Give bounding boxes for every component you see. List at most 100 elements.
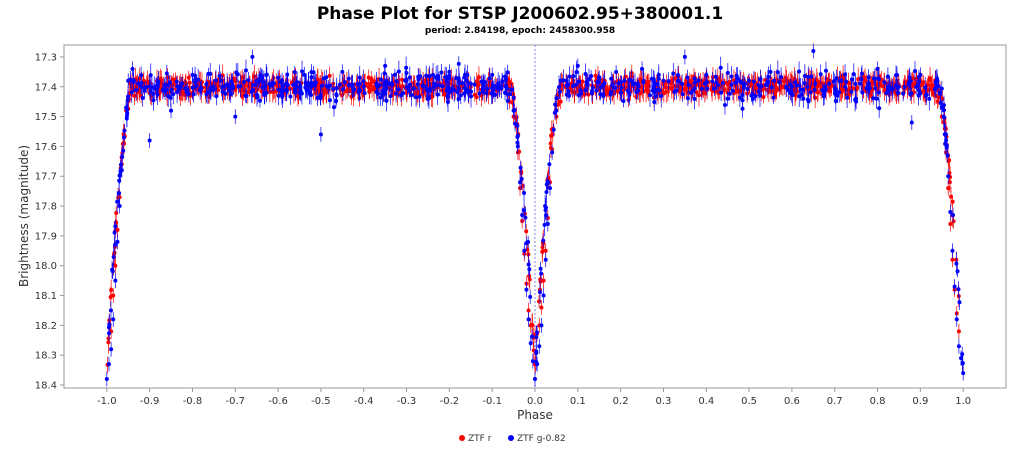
data-point (250, 54, 255, 59)
data-point (392, 72, 397, 77)
y-tick-label: 17.9 (35, 231, 57, 242)
data-point (534, 349, 539, 354)
data-point (589, 74, 594, 79)
data-point (876, 90, 881, 95)
data-point (557, 89, 562, 94)
data-point (115, 199, 120, 204)
data-point (556, 85, 561, 90)
data-point (400, 77, 405, 82)
legend: ZTF r ZTF g-0.82 (459, 434, 566, 444)
y-axis-label: Brightness (magnitude) (17, 145, 31, 287)
data-point (309, 84, 314, 89)
data-point (108, 308, 113, 313)
data-point (379, 77, 384, 82)
data-point (704, 80, 709, 85)
data-point (518, 180, 523, 185)
x-tick-label: 1.0 (955, 396, 971, 407)
data-point (948, 210, 953, 215)
data-point (468, 81, 473, 86)
data-point (661, 78, 666, 83)
data-point (719, 90, 724, 95)
data-point (551, 127, 556, 132)
data-point (627, 90, 632, 95)
data-point (538, 266, 543, 271)
data-point (601, 93, 606, 98)
data-point (673, 75, 678, 80)
data-point (211, 87, 216, 92)
data-point (666, 79, 671, 84)
data-point (659, 93, 664, 98)
data-point (130, 66, 135, 71)
data-point (418, 74, 423, 79)
data-point (511, 95, 516, 100)
data-point (526, 308, 531, 313)
data-point (281, 84, 286, 89)
data-point (505, 70, 510, 75)
data-point (797, 69, 802, 74)
data-point (327, 98, 332, 103)
data-point (169, 108, 174, 113)
data-point (144, 80, 149, 85)
data-point (445, 94, 450, 99)
data-point (567, 74, 572, 79)
data-point (446, 86, 451, 91)
data-point (469, 89, 474, 94)
data-point (954, 317, 959, 322)
data-point (484, 91, 489, 96)
data-point (313, 80, 318, 85)
data-point (431, 81, 436, 86)
data-point (428, 88, 433, 93)
data-point (204, 92, 209, 97)
data-point (534, 335, 539, 340)
data-point (647, 93, 652, 98)
data-point (580, 79, 585, 84)
data-point (526, 317, 531, 322)
data-point (528, 294, 533, 299)
data-point (357, 75, 362, 80)
data-point (445, 100, 450, 105)
data-point (584, 80, 589, 85)
data-point (745, 86, 750, 91)
data-point (198, 85, 203, 90)
data-point (315, 95, 320, 100)
x-axis-ticks: -1.0 -0.9 -0.8 -0.7 -0.6 -0.5 -0.4 -0.3 -0.2 -0.1… (97, 388, 971, 407)
data-point (952, 284, 957, 289)
data-point (527, 267, 532, 272)
x-tick-label: 0.4 (698, 396, 714, 407)
data-point (694, 90, 699, 95)
data-point (759, 84, 764, 89)
data-point (654, 94, 659, 99)
data-point (543, 208, 548, 213)
data-point (322, 87, 327, 92)
data-point (327, 73, 332, 78)
x-axis-label: Phase (517, 408, 553, 422)
data-point (771, 95, 776, 100)
data-point (789, 84, 794, 89)
data-point (921, 80, 926, 85)
data-point (946, 174, 951, 179)
data-point (235, 72, 240, 77)
data-point (139, 84, 144, 89)
data-point (772, 78, 777, 83)
data-point (960, 361, 965, 366)
data-point (724, 80, 729, 85)
data-point (382, 71, 387, 76)
data-point (827, 81, 832, 86)
x-tick-label: 0.2 (613, 396, 629, 407)
data-point (955, 269, 960, 274)
data-point (409, 93, 414, 98)
data-point (813, 95, 818, 100)
data-point (765, 79, 770, 84)
data-point (148, 73, 153, 78)
x-tick-label: 0.7 (827, 396, 843, 407)
data-point (522, 248, 527, 253)
data-point (384, 79, 389, 84)
data-point (539, 271, 544, 276)
data-point (554, 108, 559, 113)
data-point (622, 78, 627, 83)
data-point (586, 77, 591, 82)
data-point (394, 91, 399, 96)
data-point (923, 85, 928, 90)
data-point (479, 79, 484, 84)
data-point (543, 204, 548, 209)
